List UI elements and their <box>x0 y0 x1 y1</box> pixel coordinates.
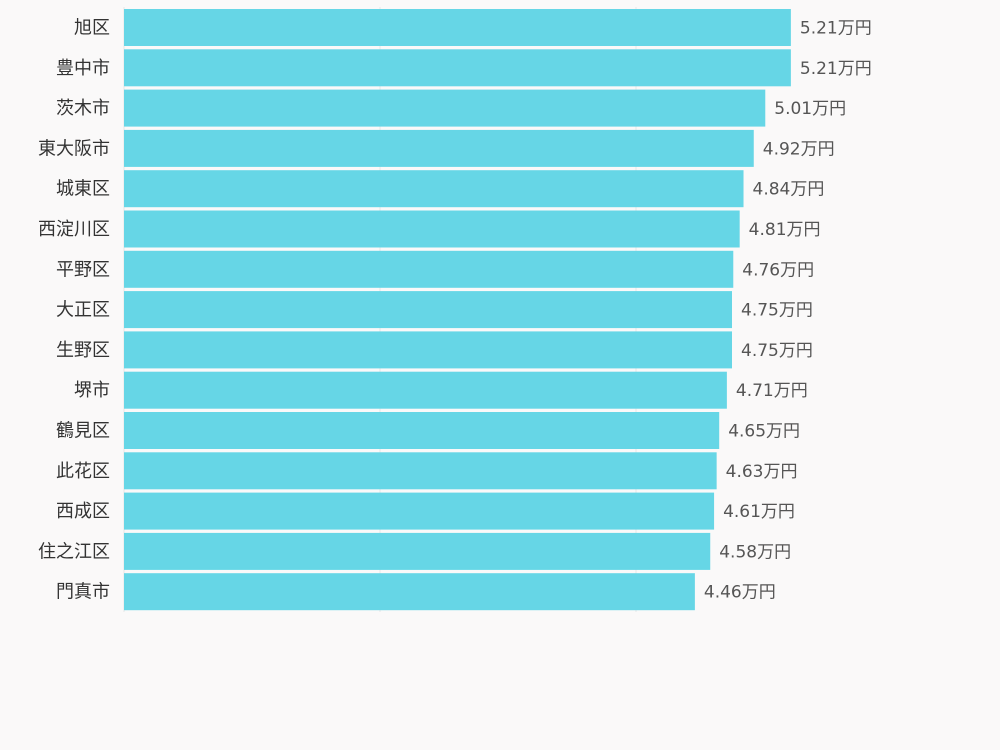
bar <box>124 492 715 530</box>
value-label: 4.63万円 <box>726 462 798 482</box>
value-label: 4.76万円 <box>742 260 814 280</box>
value-label: 4.58万円 <box>719 542 791 562</box>
category-label: 城東区 <box>56 179 110 200</box>
category-label: 豊中市 <box>56 58 110 79</box>
value-label: 4.71万円 <box>736 381 808 401</box>
bar <box>124 452 717 490</box>
category-label: 堺市 <box>74 380 110 401</box>
value-label: 4.92万円 <box>763 139 835 159</box>
category-label: 門真市 <box>56 582 110 603</box>
value-label: 4.81万円 <box>749 220 821 240</box>
bar <box>124 412 720 449</box>
category-label: 平野区 <box>56 259 110 280</box>
bar <box>124 49 791 87</box>
category-label: 茨木市 <box>56 98 110 119</box>
bar <box>124 129 754 167</box>
value-label: 4.46万円 <box>704 583 776 603</box>
bar <box>124 210 740 248</box>
bar <box>124 532 711 570</box>
value-label: 4.84万円 <box>753 180 825 200</box>
category-label: 旭区 <box>74 18 110 39</box>
value-label: 4.65万円 <box>728 422 800 442</box>
value-label: 5.21万円 <box>800 59 872 79</box>
bar <box>124 291 732 329</box>
category-label: 大正区 <box>56 300 110 321</box>
value-label: 5.21万円 <box>800 19 872 39</box>
category-label: 此花区 <box>56 461 110 482</box>
category-labels: 旭区豊中市茨木市東大阪市城東区西淀川区平野区大正区生野区堺市鶴見区此花区西成区住… <box>38 18 110 603</box>
category-label: 西成区 <box>56 501 110 522</box>
category-label: 生野区 <box>56 340 110 361</box>
bar <box>124 331 732 369</box>
category-label: 鶴見区 <box>56 421 110 442</box>
bar <box>124 170 744 208</box>
bar <box>124 573 695 611</box>
bar <box>124 250 734 288</box>
bar <box>124 371 727 409</box>
category-label: 東大阪市 <box>38 138 110 159</box>
category-label: 西淀川区 <box>38 219 110 240</box>
value-label: 5.01万円 <box>774 99 846 119</box>
value-labels: 5.21万円 5.21万円 5.01万円 4.92万円 4.84万円 4.81万円 4.76… <box>704 19 872 603</box>
value-label: 4.61万円 <box>723 502 795 522</box>
bar <box>124 9 791 46</box>
category-label: 住之江区 <box>38 541 110 562</box>
bar <box>124 89 766 127</box>
value-label: 4.75万円 <box>741 341 813 361</box>
value-label: 4.75万円 <box>741 301 813 321</box>
bars <box>124 9 791 611</box>
